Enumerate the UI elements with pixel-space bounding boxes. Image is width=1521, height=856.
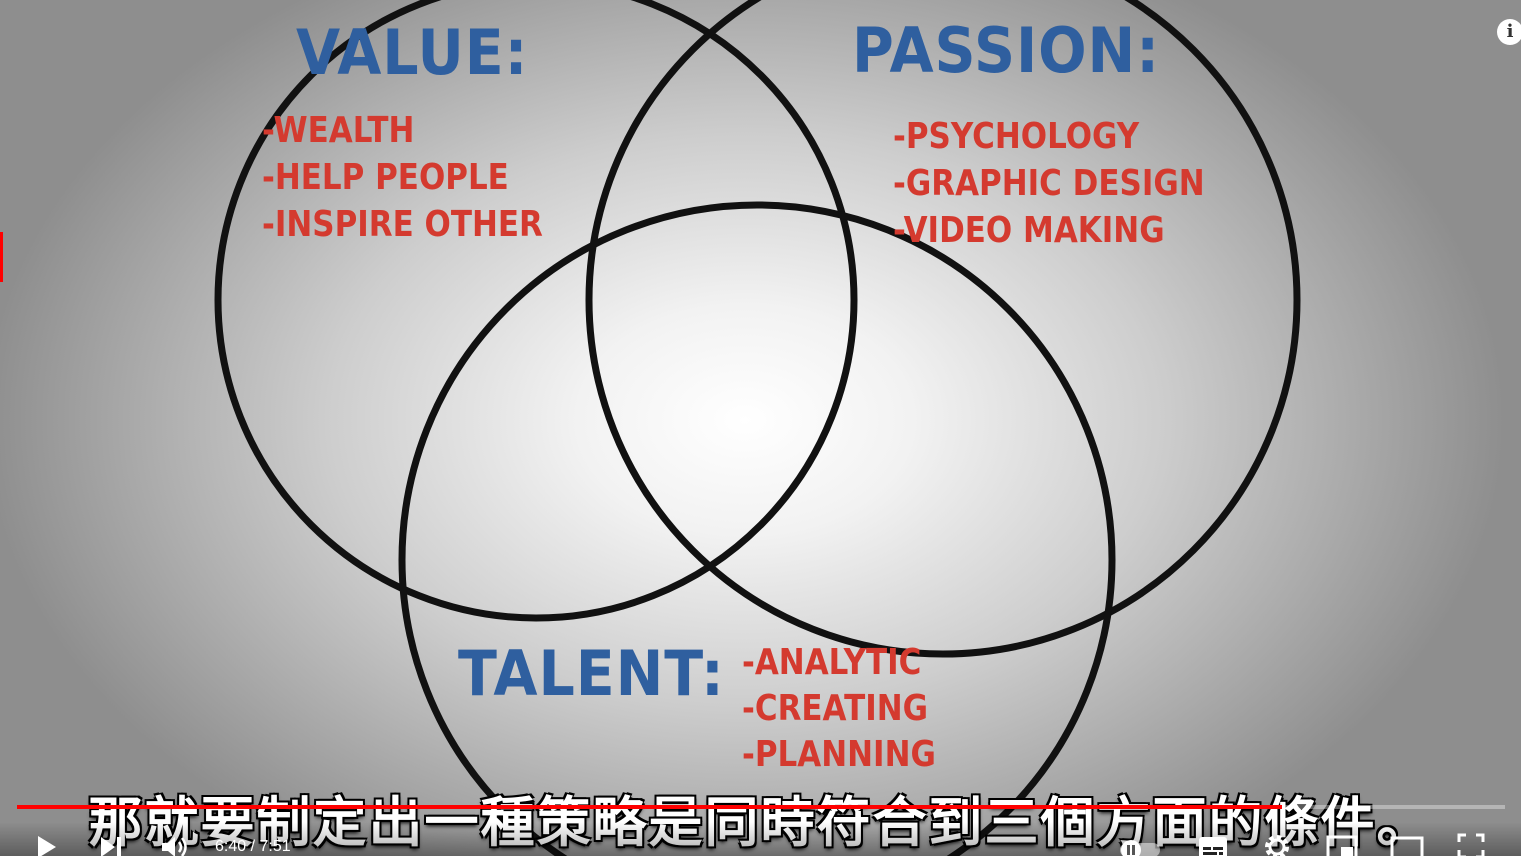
passion-circle	[585, 0, 1301, 658]
talent-heading: TALENT:	[458, 637, 725, 710]
talent-item: -CREATING	[742, 688, 929, 729]
value-heading: VALUE:	[296, 16, 529, 89]
passion-item: -GRAPHIC DESIGN	[893, 163, 1205, 204]
talent-item: -PLANNING	[742, 734, 936, 775]
fullscreen-icon[interactable]	[1456, 832, 1486, 856]
value-item: -HELP PEOPLE	[262, 157, 509, 198]
subtitles-icon[interactable]	[1197, 834, 1229, 856]
progress-bar-played	[17, 805, 1282, 809]
passion-heading: PASSION:	[852, 14, 1160, 87]
passion-item: -PSYCHOLOGY	[893, 116, 1140, 157]
theater-mode-icon[interactable]	[1390, 836, 1424, 856]
talent-item: -ANALYTIC	[742, 642, 922, 683]
volume-icon[interactable]	[160, 834, 190, 856]
autoplay-toggle-icon[interactable]	[1118, 838, 1164, 856]
passion-item: -VIDEO MAKING	[893, 210, 1165, 251]
progress-bar[interactable]	[17, 805, 1505, 809]
value-item: -WEALTH	[262, 110, 415, 151]
gear-icon[interactable]	[1262, 832, 1292, 856]
miniplayer-icon[interactable]	[1326, 834, 1358, 856]
play-icon[interactable]	[34, 834, 60, 856]
info-icon[interactable]: i	[1497, 19, 1521, 45]
value-circle	[214, 0, 858, 622]
player-controls: 6:40 / 7:51	[0, 822, 1521, 856]
next-icon[interactable]	[98, 834, 124, 856]
time-display: 6:40 / 7:51	[215, 838, 291, 855]
value-item: -INSPIRE OTHER	[262, 204, 543, 245]
chapter-marker	[0, 232, 3, 282]
talent-circle	[398, 201, 1116, 856]
